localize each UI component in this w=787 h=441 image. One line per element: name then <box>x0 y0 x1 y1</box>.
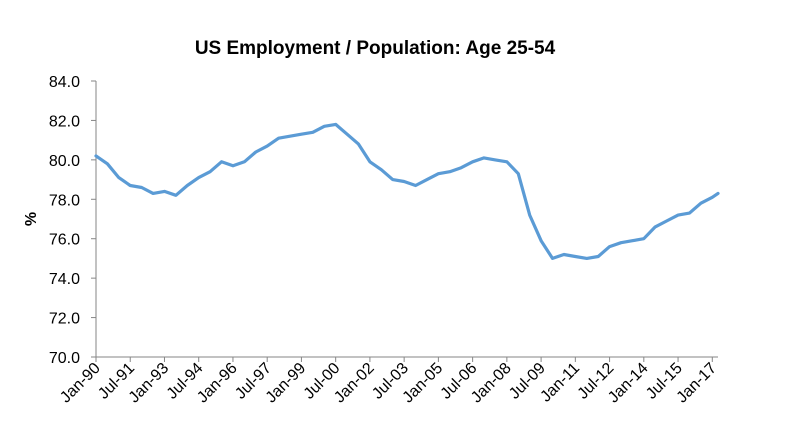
y-tick-label: 72.0 <box>49 311 80 328</box>
series-line <box>94 122 720 260</box>
series <box>94 122 720 260</box>
y-tick-label: 78.0 <box>49 192 80 209</box>
y-tick-label: 70.0 <box>49 350 80 367</box>
y-tick-label: 84.0 <box>49 74 80 91</box>
y-tick-label: 82.0 <box>49 113 80 130</box>
y-tick-label: 80.0 <box>49 153 80 170</box>
x-tick-label: Jan-11 <box>537 360 583 406</box>
y-axis-title: % <box>23 212 40 226</box>
y-axis: 70.0 72.0 74.0 76.0 78.0 80.0 82.0 84.0 <box>49 74 97 367</box>
chart-title: US Employment / Population: Age 25-54 <box>195 38 556 59</box>
x-axis: Jan-90Jul-91Jan-93Jul-94Jan-96Jul-97Jan-… <box>57 356 720 406</box>
y-tick-label: 76.0 <box>49 232 80 249</box>
y-tick-label: 74.0 <box>49 271 80 288</box>
